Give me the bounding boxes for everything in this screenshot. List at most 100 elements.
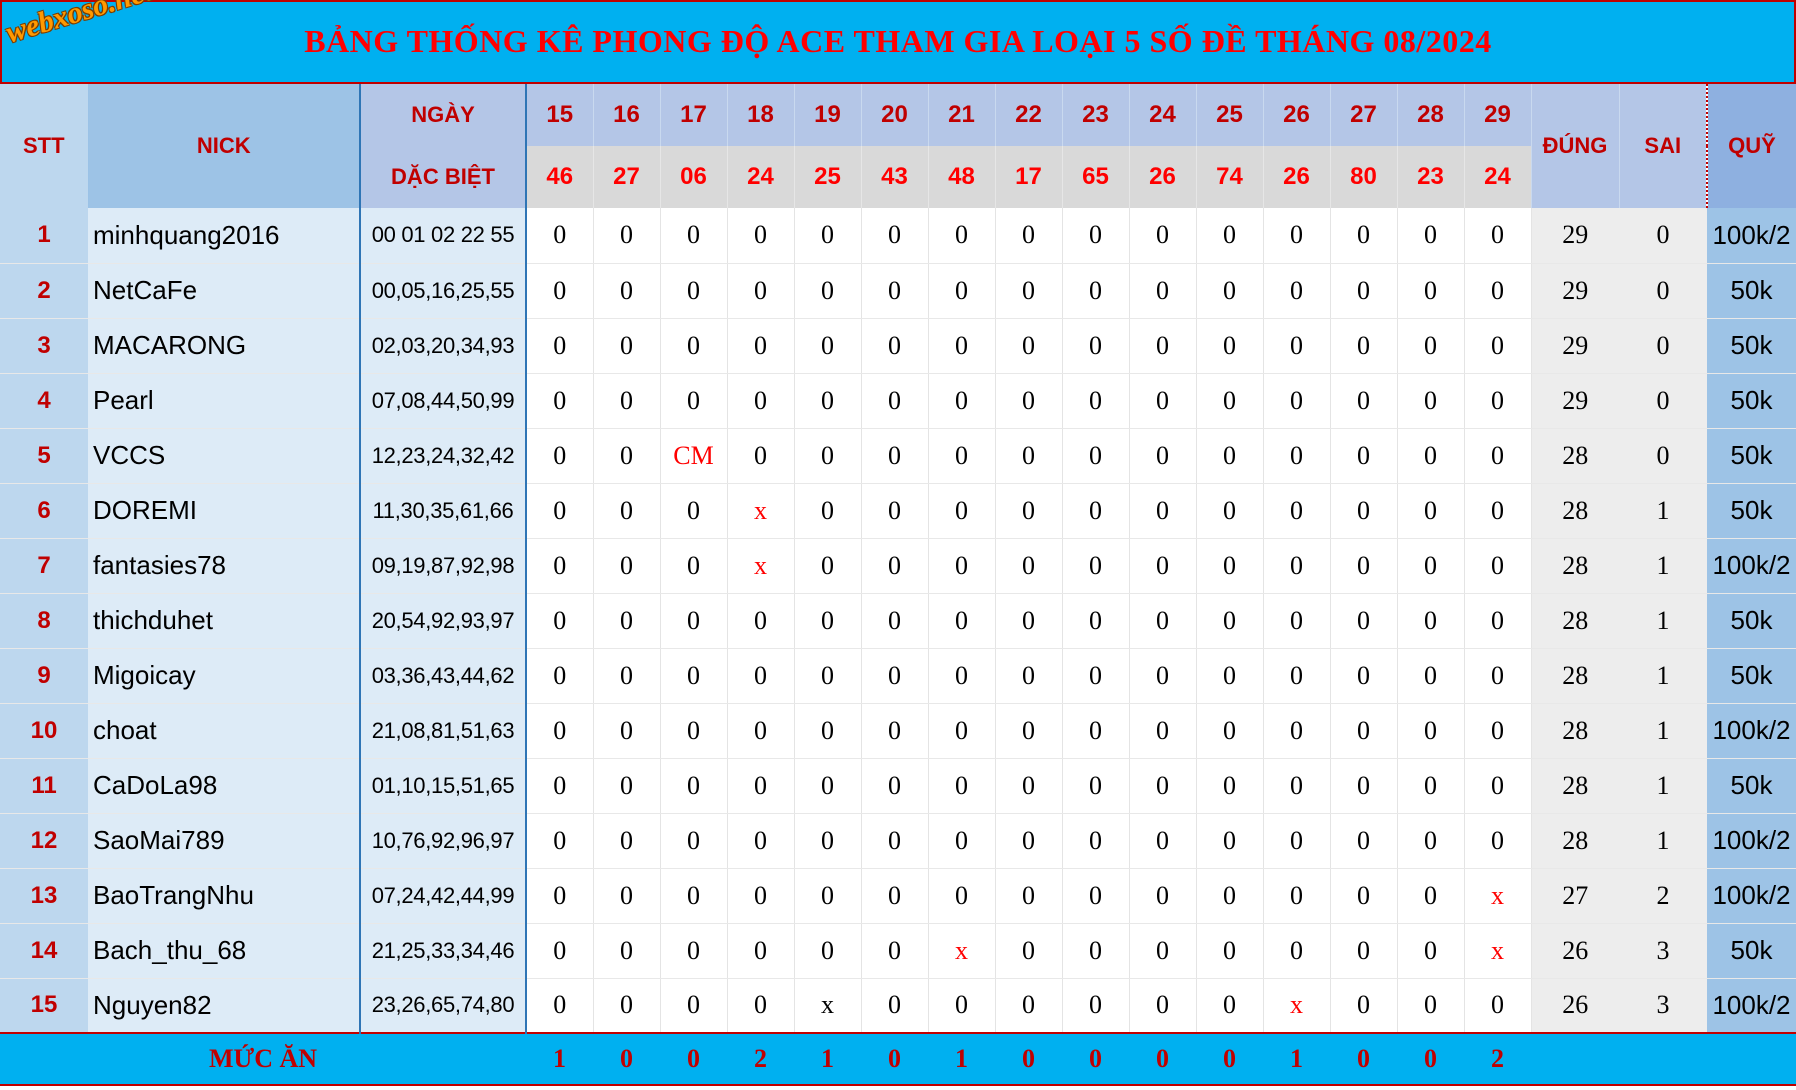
row-cell-day-29: 0 [1464,373,1532,429]
row-numbers: 11,30,35,61,66 [360,483,527,539]
footer-value-day-21: 1 [928,1032,995,1086]
row-cell-day-26: x [1263,978,1331,1034]
row-cell-day-21: 0 [928,868,996,924]
row-cell-day-22: 0 [995,978,1063,1034]
row-cell-day-21: 0 [928,263,996,319]
row-cell-day-24: 0 [1129,208,1197,264]
header-dac-biet: DẶC BIỆT [360,146,527,208]
row-cell-day-29: 0 [1464,703,1532,759]
header-result-10: 26 [1129,146,1197,208]
row-cell-day-17: 0 [660,373,728,429]
row-cell-day-19: 0 [794,703,862,759]
row-cell-day-20: 0 [861,868,929,924]
row-cell-day-16: 0 [593,813,661,869]
row-stt: 4 [0,373,88,429]
row-sai: 3 [1619,978,1707,1034]
table-row: 10 choat 21,08,81,51,63 0 0 0 0 0 0 0 0 0 0 0 0 0 0 0 28 1 1… [0,703,1796,759]
row-cell-day-28: 0 [1397,208,1465,264]
row-cell-day-18: 0 [727,208,795,264]
header-dung: ĐÚNG [1530,84,1619,208]
row-cell-day-22: 0 [995,813,1063,869]
row-cell-day-28: 0 [1397,923,1465,979]
row-cell-day-17: 0 [660,923,728,979]
row-cell-day-17: 0 [660,978,728,1034]
row-nick: Migoicay [88,648,361,704]
row-cell-day-28: 0 [1397,868,1465,924]
row-cell-day-15: 0 [526,813,594,869]
row-cell-day-21: 0 [928,428,996,484]
row-cell-day-20: 0 [861,483,929,539]
row-cell-day-16: 0 [593,758,661,814]
row-cell-day-16: 0 [593,868,661,924]
row-numbers: 09,19,87,92,98 [360,538,527,594]
row-cell-day-18: 0 [727,868,795,924]
row-cell-day-18: 0 [727,758,795,814]
header-date-6: 20 [861,84,929,146]
row-cell-day-22: 0 [995,868,1063,924]
row-nick: CaDoLa98 [88,758,361,814]
table-row: 14 Bach_thu_68 21,25,33,34,46 0 0 0 0 0 0 x 0 0 0 0 0 0… [0,923,1796,979]
row-numbers: 21,25,33,34,46 [360,923,527,979]
row-cell-day-24: 0 [1129,758,1197,814]
row-stt: 8 [0,593,88,649]
row-dung: 26 [1531,978,1619,1034]
header-date-15: 29 [1464,84,1532,146]
row-stt: 6 [0,483,88,539]
row-cell-day-18: 0 [727,428,795,484]
row-cell-day-23: 0 [1062,978,1130,1034]
row-cell-day-19: 0 [794,868,862,924]
row-cell-day-16: 0 [593,593,661,649]
row-nick: VCCS [88,428,361,484]
row-cell-day-16: 0 [593,923,661,979]
header-result-14: 23 [1397,146,1465,208]
table-row: 8 thichduhet 20,54,92,93,97 0 0 0 0 0 0 0 0 0 0 0 0 0 0 0… [0,593,1796,649]
row-dung: 29 [1531,318,1619,374]
row-stt: 10 [0,703,88,759]
row-cell-day-17: 0 [660,813,728,869]
row-sai: 1 [1619,538,1707,594]
row-cell-day-24: 0 [1129,648,1197,704]
row-cell-day-24: 0 [1129,923,1197,979]
row-cell-day-26: 0 [1263,593,1331,649]
header-date-10: 24 [1129,84,1197,146]
row-cell-day-20: 0 [861,318,929,374]
row-cell-day-19: 0 [794,208,862,264]
header-result-12: 26 [1263,146,1331,208]
row-cell-day-23: 0 [1062,703,1130,759]
row-cell-day-29: 0 [1464,208,1532,264]
row-cell-day-28: 0 [1397,648,1465,704]
row-cell-day-17: 0 [660,648,728,704]
row-cell-day-25: 0 [1196,813,1264,869]
row-cell-day-25: 0 [1196,208,1264,264]
row-cell-day-22: 0 [995,593,1063,649]
row-cell-day-28: 0 [1397,703,1465,759]
row-quy: 100k/2 [1707,538,1796,594]
row-cell-day-16: 0 [593,978,661,1034]
header-result-15: 24 [1464,146,1532,208]
row-cell-day-15: 0 [526,978,594,1034]
row-cell-day-18: x [727,538,795,594]
row-cell-day-19: 0 [794,923,862,979]
row-cell-day-19: 0 [794,538,862,594]
row-cell-day-22: 0 [995,923,1063,979]
header-result-3: 06 [660,146,728,208]
row-cell-day-23: 0 [1062,868,1130,924]
row-quy: 100k/2 [1707,978,1796,1034]
footer-value-day-28: 0 [1397,1032,1464,1086]
row-cell-day-27: 0 [1330,758,1398,814]
row-cell-day-28: 0 [1397,593,1465,649]
row-nick: NetCaFe [88,263,361,319]
row-cell-day-20: 0 [861,923,929,979]
row-cell-day-18: 0 [727,318,795,374]
header-result-7: 48 [928,146,996,208]
footer-label: MỨC ĂN [0,1032,526,1086]
row-cell-day-29: x [1464,923,1532,979]
row-cell-day-20: 0 [861,538,929,594]
row-cell-day-24: 0 [1129,538,1197,594]
row-cell-day-15: 0 [526,648,594,704]
row-cell-day-25: 0 [1196,978,1264,1034]
row-cell-day-28: 0 [1397,318,1465,374]
header-ngay: NGÀY [360,84,527,146]
row-cell-day-27: 0 [1330,978,1398,1034]
header-date-13: 27 [1330,84,1398,146]
